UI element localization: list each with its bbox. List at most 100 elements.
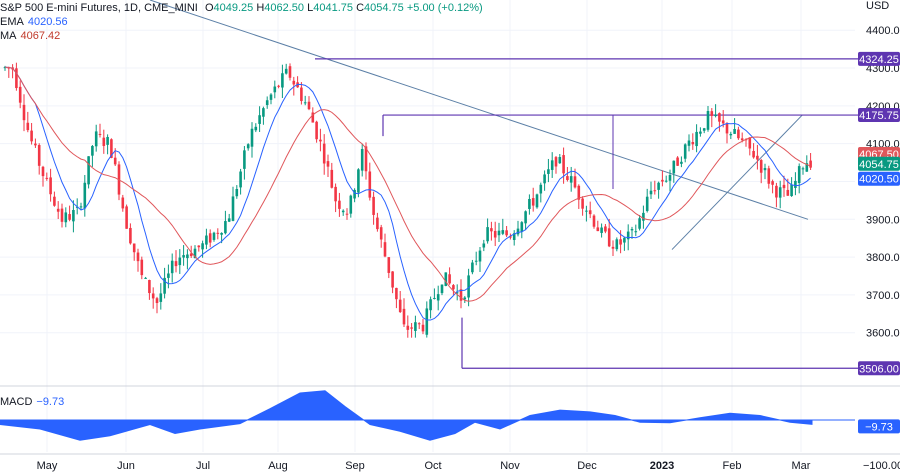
candle-body xyxy=(414,322,417,331)
candle-body xyxy=(144,277,147,279)
candle-body xyxy=(535,194,539,208)
candle-body xyxy=(182,255,185,258)
candle-body xyxy=(539,184,543,194)
macd-area xyxy=(0,390,813,441)
candle-body xyxy=(79,206,83,208)
candle-body xyxy=(398,299,402,313)
y-tick-label: 3700.00 xyxy=(866,290,900,302)
candle-body xyxy=(292,80,296,85)
candle-body xyxy=(22,104,26,121)
candle-body xyxy=(706,110,710,130)
candle-body xyxy=(125,206,128,229)
price-axis[interactable]: USD3600.003700.003800.003900.004000.0041… xyxy=(863,0,900,472)
candle-body xyxy=(406,325,410,330)
candle-body xyxy=(683,144,687,159)
candle-body xyxy=(718,113,721,122)
candle-body xyxy=(801,168,805,170)
macd-tick-label: −100.00 xyxy=(863,460,900,472)
candle-body xyxy=(528,198,531,209)
ema-legend[interactable]: EMA 4020.56 xyxy=(0,16,68,28)
candle-body xyxy=(376,217,379,230)
candle-body xyxy=(725,123,729,134)
candle-body xyxy=(402,308,406,325)
candle-body xyxy=(550,160,554,170)
y-tick-label: 4400.00 xyxy=(866,25,900,37)
candle-body xyxy=(433,297,436,299)
candle-body xyxy=(664,180,668,182)
candle-body xyxy=(235,188,239,197)
candle-body xyxy=(429,299,432,311)
candle-body xyxy=(94,131,98,147)
macd-pane xyxy=(0,390,855,441)
candle-body xyxy=(155,298,159,304)
symbol-title[interactable]: S&P 500 E-mini Futures, 1D, CME_MINI xyxy=(0,2,198,14)
candle-body xyxy=(193,248,197,259)
candle-body xyxy=(695,131,698,147)
candle-body xyxy=(87,156,90,185)
candle-body xyxy=(30,130,33,142)
x-tick-label: Jul xyxy=(196,460,210,472)
level-label: 3506.00 xyxy=(859,363,899,375)
candle-body xyxy=(417,323,421,325)
candle-body xyxy=(448,274,451,284)
y-tick-label: 3900.00 xyxy=(866,214,900,226)
candle-body xyxy=(121,197,125,209)
candle-body xyxy=(387,257,391,273)
candle-body xyxy=(786,189,790,196)
candle-body xyxy=(197,245,201,248)
candle-body xyxy=(395,287,398,300)
time-axis[interactable]: May Jun Jul Aug Sep Oct Nov Dec 2023 Feb Mar xyxy=(37,460,811,472)
candle-body xyxy=(303,102,307,104)
trendlines xyxy=(149,0,809,250)
candle-body xyxy=(645,196,649,212)
ema-label: EMA xyxy=(0,16,24,28)
level-label-bg xyxy=(858,361,900,376)
x-tick-label: May xyxy=(37,460,58,472)
candle-body xyxy=(558,157,562,164)
high-label: H xyxy=(256,2,265,14)
candle-body xyxy=(26,122,30,131)
level-label: 4175.75 xyxy=(859,110,899,122)
candle-body xyxy=(91,146,94,156)
candle-body xyxy=(34,143,37,146)
candle-body xyxy=(702,128,706,131)
candle-body xyxy=(790,184,793,197)
high-value: 4062.50 xyxy=(264,2,305,14)
candle-body xyxy=(687,140,691,146)
y-tick-label: 4300.00 xyxy=(866,63,900,75)
candle-body xyxy=(421,324,425,332)
candle-body xyxy=(756,155,759,160)
ma-legend[interactable]: MA 4067.42 xyxy=(0,30,60,42)
y-tick-label: 3800.00 xyxy=(866,252,900,264)
price-labels: 4324.254175.753506.004067.504054.754020.… xyxy=(858,51,900,434)
candle-body xyxy=(737,129,740,139)
candle-body xyxy=(56,208,60,212)
close-value: 4054.75 xyxy=(364,2,404,14)
candle-body xyxy=(455,292,459,294)
candle-body xyxy=(49,177,52,195)
candle-body xyxy=(524,211,527,224)
macd-value-label: −9.73 xyxy=(865,421,893,433)
candle-body xyxy=(471,262,474,273)
candle-body xyxy=(178,257,182,266)
candle-body xyxy=(759,160,763,173)
candle-body xyxy=(676,157,679,166)
candle-body xyxy=(623,237,626,243)
candle-body xyxy=(246,144,250,149)
candle-body xyxy=(322,143,326,164)
candle-body xyxy=(254,126,258,131)
macd-legend[interactable]: MACD −9.73 xyxy=(0,396,64,408)
candle-body xyxy=(778,187,782,198)
macd-label: MACD xyxy=(0,396,33,408)
candle-body xyxy=(159,293,163,302)
candle-body xyxy=(326,161,330,167)
candle-body xyxy=(273,86,277,93)
candle-body xyxy=(136,252,140,262)
candle-body xyxy=(436,294,440,301)
candle-body xyxy=(163,277,166,294)
open-value: 4049.25 xyxy=(213,2,254,14)
candle-body xyxy=(516,228,520,235)
candle-body xyxy=(341,210,345,213)
candle-body xyxy=(566,176,569,181)
